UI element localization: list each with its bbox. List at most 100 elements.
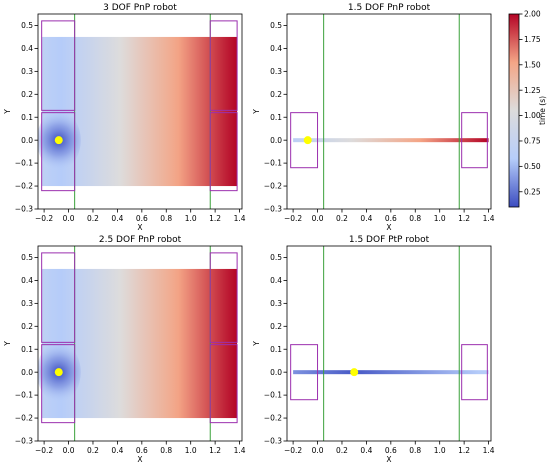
- y-tick-label: −0.1: [15, 391, 33, 400]
- subplot-title: 1.5 DOF PnP robot: [348, 3, 431, 13]
- y-tick-label: −0.1: [15, 159, 33, 168]
- y-tick-label: 0.5: [21, 21, 33, 30]
- colorbar-label: time (s): [538, 96, 547, 125]
- subplot-4: −0.2 0.0 0.2 0.4 0.6 0.8 1.0 1.2 1.4−0.3−0.2−0.1…: [252, 235, 495, 462]
- y-tick-label: 0.3: [270, 299, 282, 308]
- y-tick-label: −0.3: [15, 205, 33, 214]
- x-tick-label: 1.4: [234, 446, 246, 455]
- colorbar-gradient: [509, 14, 519, 207]
- y-tick-label: 0.0: [21, 368, 33, 377]
- y-tick-label: 0.1: [270, 345, 282, 354]
- x-tick-label: 1.0: [185, 214, 197, 223]
- x-axis-label: X: [386, 455, 391, 462]
- y-tick-label: −0.2: [15, 182, 33, 191]
- workspace-box-4: [209, 344, 238, 424]
- y-tick-label: 0.2: [21, 322, 33, 331]
- workspace-box-1: [41, 20, 76, 111]
- y-axis-label: Y: [252, 109, 261, 115]
- subplot-title: 3 DOF PnP robot: [103, 3, 177, 13]
- x-axis-label: X: [386, 223, 391, 232]
- colorbar-tick-label: 1.00: [524, 111, 541, 120]
- workspace-box-2: [41, 344, 76, 424]
- y-tick-label: 0.1: [270, 113, 282, 122]
- y-tick-label: −0.3: [264, 437, 282, 446]
- x-tick-label: 1.4: [483, 446, 495, 455]
- x-tick-label: 0.2: [336, 214, 348, 223]
- x-tick-label: 1.4: [234, 214, 246, 223]
- y-tick-label: 0.3: [21, 67, 33, 76]
- y-axis-label: Y: [3, 109, 12, 115]
- y-tick-label: 0.1: [21, 345, 33, 354]
- x-tick-label: 0.8: [160, 446, 172, 455]
- workspace-box-2: [461, 112, 488, 169]
- x-tick-label: 0.4: [111, 446, 123, 455]
- x-tick-label: −0.2: [35, 446, 53, 455]
- y-tick-label: 0.5: [270, 21, 282, 30]
- time-path: [293, 370, 489, 375]
- x-tick-label: 0.6: [385, 446, 397, 455]
- colorbar-tick-label: 1.50: [524, 60, 541, 69]
- y-tick-label: −0.2: [15, 414, 33, 423]
- workspace-box-1: [290, 112, 319, 169]
- x-axis-label: X: [137, 455, 142, 462]
- y-tick-label: 0.4: [270, 44, 282, 53]
- y-tick-label: −0.1: [264, 159, 282, 168]
- axes-frame: [286, 245, 492, 442]
- plot-area: [290, 14, 489, 209]
- colorbar-tick-label: 1.25: [524, 86, 541, 95]
- y-tick-label: 0.4: [21, 276, 33, 285]
- x-tick-label: 0.0: [312, 214, 324, 223]
- y-tick-label: 0.0: [270, 368, 282, 377]
- plot-area: [38, 14, 238, 209]
- x-tick-label: 1.0: [434, 214, 446, 223]
- y-tick-label: 0.1: [21, 113, 33, 122]
- time-path: [293, 138, 489, 143]
- x-tick-label: 0.8: [160, 214, 172, 223]
- colorbar: 0.25 0.50 0.75 1.00 1.25 1.50 1.75 2.00 time (s): [508, 10, 547, 208]
- y-tick-label: 0.4: [21, 44, 33, 53]
- y-tick-label: 0.3: [21, 299, 33, 308]
- x-tick-label: 1.2: [209, 446, 221, 455]
- x-tick-label: 1.2: [458, 446, 470, 455]
- colorbar-tick-label: 0.25: [524, 187, 541, 196]
- x-tick-label: 0.0: [312, 446, 324, 455]
- x-tick-label: 0.4: [360, 446, 372, 455]
- subplot-3: −0.2 0.0 0.2 0.4 0.6 0.8 1.0 1.2 1.4−0.3−0.2−0.1…: [3, 235, 246, 462]
- x-tick-label: 1.0: [434, 446, 446, 455]
- y-tick-label: 0.3: [270, 67, 282, 76]
- y-tick-label: 0.2: [270, 90, 282, 99]
- x-tick-label: 1.4: [483, 214, 495, 223]
- y-tick-label: −0.3: [264, 205, 282, 214]
- subplot-1: −0.2 0.0 0.2 0.4 0.6 0.8 1.0 1.2 1.4−0.3−0.2−0.1…: [3, 3, 246, 232]
- x-tick-label: −0.2: [284, 446, 302, 455]
- start-point: [54, 368, 63, 377]
- x-tick-label: 0.6: [136, 214, 148, 223]
- subplot-2: −0.2 0.0 0.2 0.4 0.6 0.8 1.0 1.2 1.4−0.3−0.2−0.1…: [252, 3, 495, 232]
- colorbar-tick-label: 2.00: [524, 10, 541, 19]
- colorbar-tick-label: 1.75: [524, 35, 541, 44]
- x-tick-label: 0.0: [63, 214, 75, 223]
- workspace-box-3: [209, 20, 238, 111]
- x-tick-label: 0.2: [87, 446, 99, 455]
- x-axis-label: X: [137, 223, 142, 232]
- y-tick-label: 0.0: [21, 136, 33, 145]
- start-point: [350, 368, 359, 377]
- x-tick-label: 1.2: [209, 214, 221, 223]
- workspace-box-3: [209, 252, 238, 343]
- x-tick-label: 0.6: [136, 446, 148, 455]
- x-tick-label: 0.2: [336, 446, 348, 455]
- subplot-title: 2.5 DOF PnP robot: [99, 235, 182, 245]
- plot-area: [38, 246, 238, 441]
- y-tick-label: 0.2: [270, 322, 282, 331]
- y-tick-label: −0.3: [15, 437, 33, 446]
- workspace-box-2: [41, 112, 76, 192]
- x-tick-label: 0.4: [111, 214, 123, 223]
- subplots: −0.2 0.0 0.2 0.4 0.6 0.8 1.0 1.2 1.4−0.3−0.2−0.1…: [3, 3, 495, 462]
- y-axis-label: Y: [252, 341, 261, 347]
- workspace-box-4: [209, 112, 238, 192]
- x-tick-label: 0.6: [385, 214, 397, 223]
- x-tick-label: 1.0: [185, 446, 197, 455]
- y-tick-label: −0.2: [264, 414, 282, 423]
- axes-frame: [37, 245, 243, 442]
